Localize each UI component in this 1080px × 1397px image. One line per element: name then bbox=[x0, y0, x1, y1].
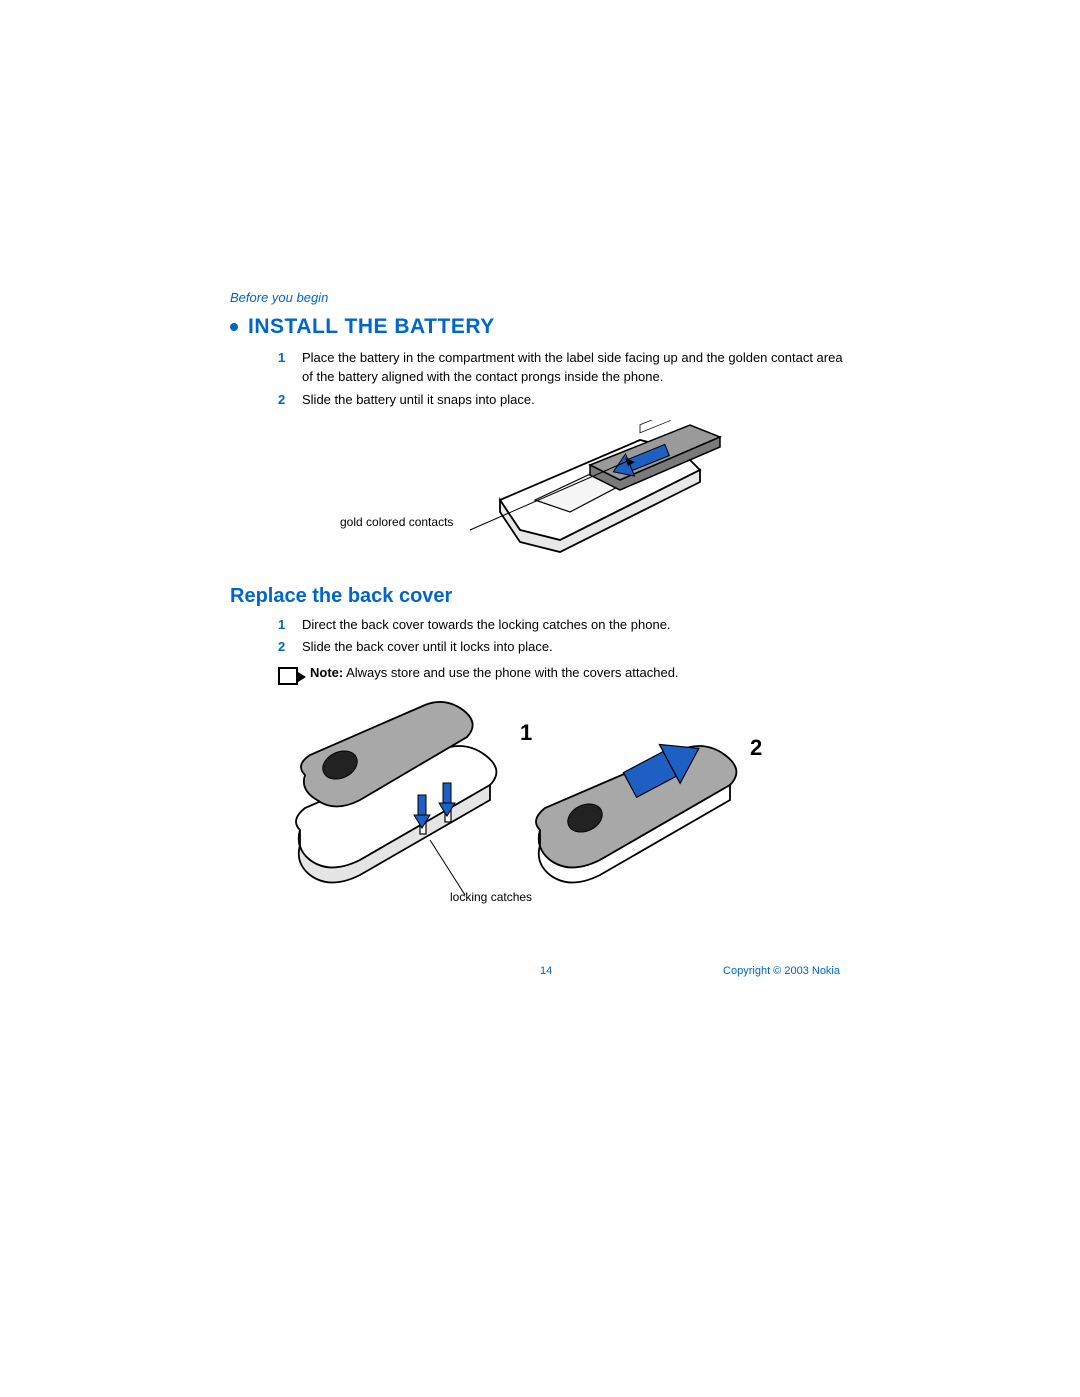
page-number: 14 bbox=[540, 965, 552, 977]
copyright-text: Copyright © 2003 Nokia bbox=[723, 965, 840, 977]
step-2-2: 2 Slide the back cover until it locks in… bbox=[278, 638, 850, 657]
title-row-1: INSTALL THE BATTERY bbox=[230, 315, 850, 339]
step-number: 2 bbox=[278, 391, 302, 410]
note-bold: Note: bbox=[310, 665, 343, 680]
note-text: Note: Always store and use the phone wit… bbox=[310, 665, 850, 680]
step-text: Direct the back cover towards the lockin… bbox=[302, 616, 850, 635]
manual-page: Before you begin INSTALL THE BATTERY 1 P… bbox=[230, 290, 850, 920]
step-text: Slide the battery until it snaps into pl… bbox=[302, 391, 850, 410]
bullet-icon bbox=[230, 323, 238, 331]
cover-diagram bbox=[230, 700, 850, 910]
note-row: Note: Always store and use the phone wit… bbox=[278, 665, 850, 685]
note-body: Always store and use the phone with the … bbox=[343, 665, 678, 680]
step-number: 1 bbox=[278, 349, 302, 387]
figure-label-contacts: gold colored contacts bbox=[340, 515, 453, 529]
step-text: Slide the back cover until it locks into… bbox=[302, 638, 850, 657]
figure-battery-install: gold colored contacts bbox=[230, 420, 850, 570]
step-number: 1 bbox=[278, 616, 302, 635]
sub-title: Replace the back cover bbox=[230, 585, 850, 608]
step-text: Place the battery in the compartment wit… bbox=[302, 349, 850, 387]
figure-step-number-2: 2 bbox=[750, 735, 762, 761]
battery-diagram bbox=[230, 420, 850, 570]
figure-cover-replace: 1 2 locking catches bbox=[230, 700, 850, 920]
note-icon bbox=[278, 667, 298, 685]
step-2-1: 1 Direct the back cover towards the lock… bbox=[278, 616, 850, 635]
step-1-1: 1 Place the battery in the compartment w… bbox=[278, 349, 850, 387]
figure-step-number-1: 1 bbox=[520, 720, 532, 746]
figure-label-catches: locking catches bbox=[450, 890, 532, 904]
step-number: 2 bbox=[278, 638, 302, 657]
main-title: INSTALL THE BATTERY bbox=[248, 315, 495, 339]
step-1-2: 2 Slide the battery until it snaps into … bbox=[278, 391, 850, 410]
section-header: Before you begin bbox=[230, 290, 850, 305]
